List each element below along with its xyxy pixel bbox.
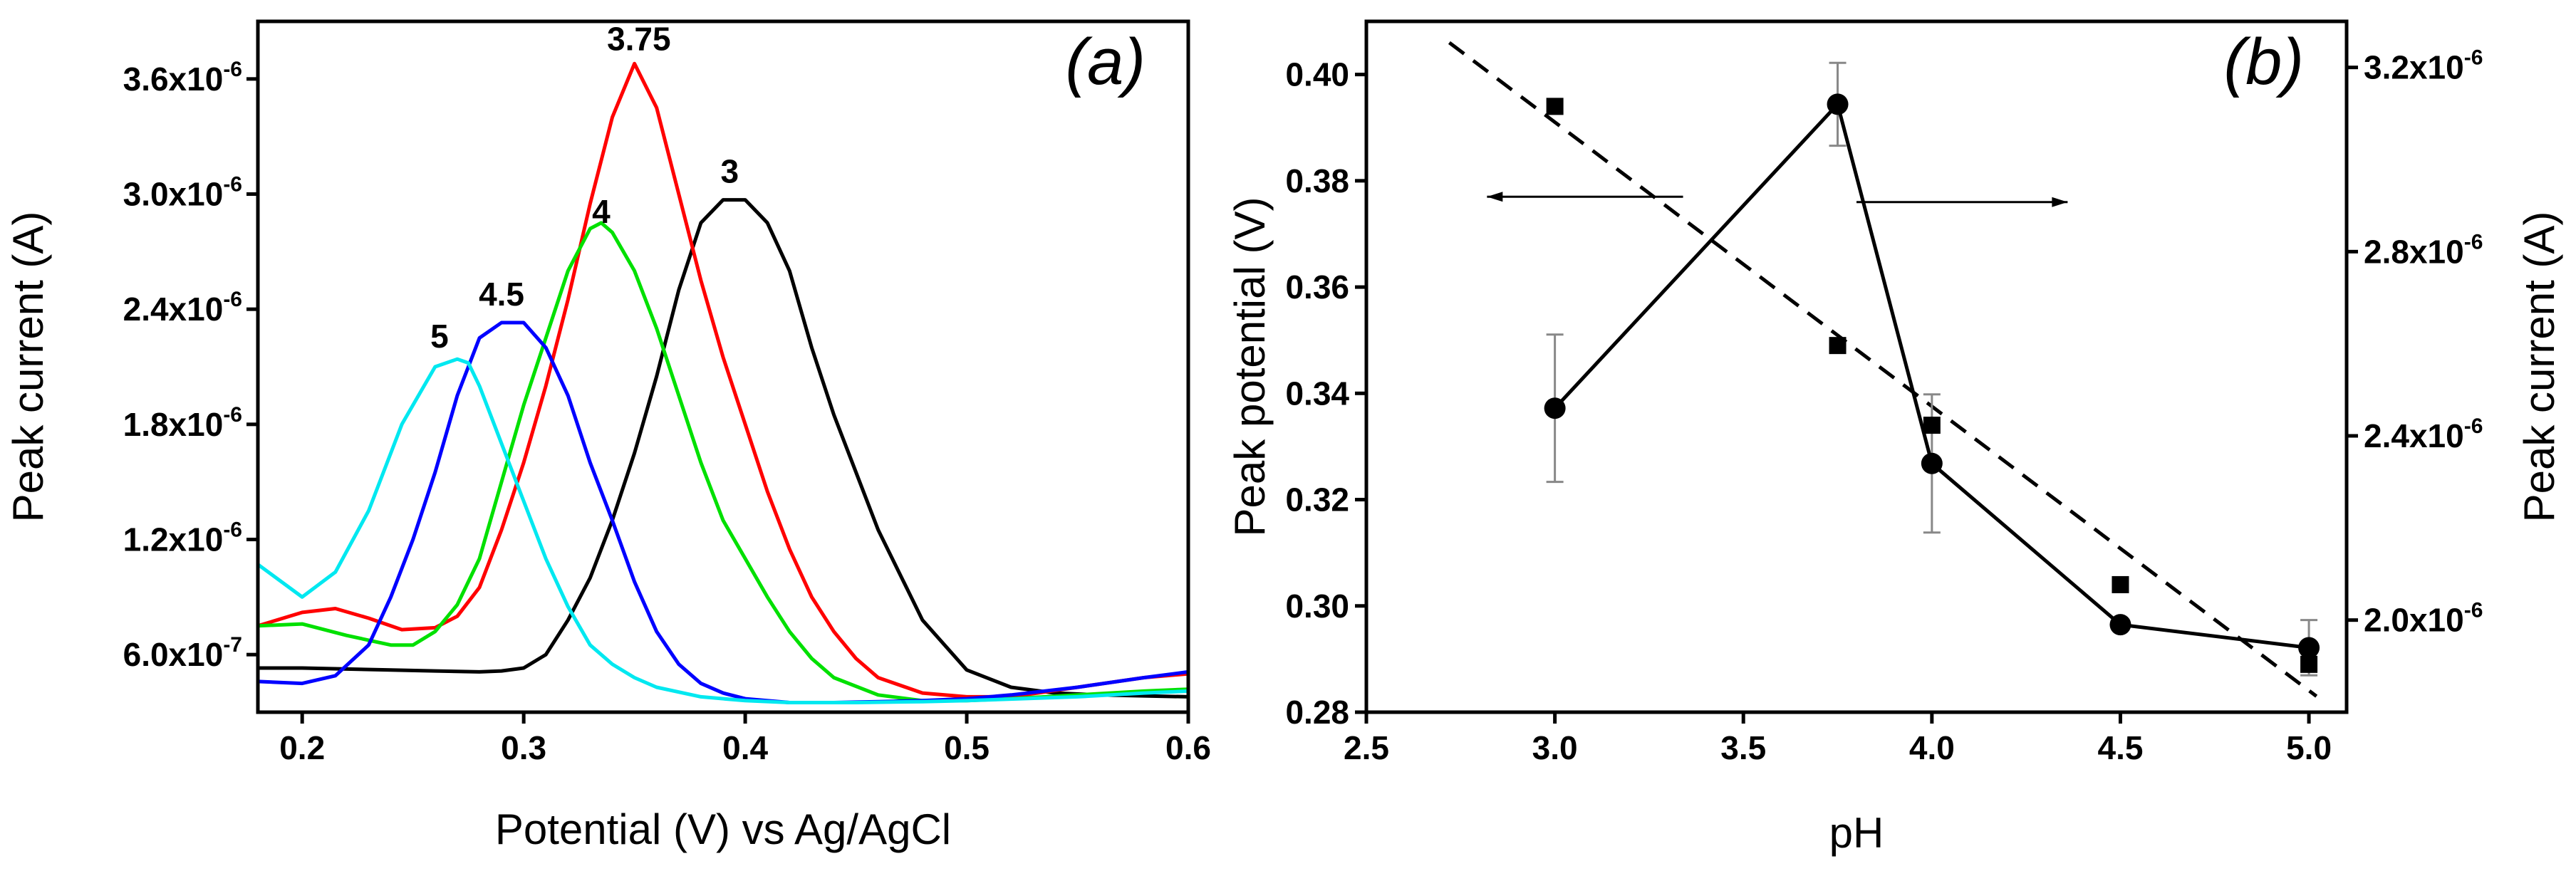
panel-b-label: (b): [2224, 26, 2304, 98]
panel-b-y-ticks: 0.28 0.30 0.32 0.34 0.36 0.38 0.40: [1285, 56, 1366, 731]
arrow-left-head: [1487, 192, 1503, 202]
arrow-right-head: [2052, 197, 2068, 207]
linear-fit-line: [1448, 41, 2318, 698]
panel-a-frame: [256, 19, 1190, 714]
panel-a-x-ticks: 0.2 0.3 0.4 0.5 0.6: [279, 712, 1211, 766]
curve-label-ph-5: 5: [430, 318, 449, 355]
panel-b-y-right-ticks: 2.0x10-6 2.4x10-6 2.8x10-6 3.2x10-6: [2347, 46, 2483, 639]
y-right-tick-label: 2.4x10-6: [2364, 414, 2483, 454]
y-tick-label: 6.0x10-7: [123, 633, 242, 673]
panel-b-frame: [1364, 19, 2349, 714]
panel-b: 2.5 3.0 3.5 4.0 4.5 5.0 0.280.300.320.340.360…: [1226, 19, 2563, 857]
current-point: [1544, 397, 1566, 419]
y-tick-label: 0.34: [1285, 375, 1349, 412]
y-tick-label: 3.6x10-6: [123, 58, 242, 98]
current-connecting-line: [1553, 100, 2310, 650]
panel-b-x-axis-title: pH: [1829, 809, 1884, 857]
potential-point: [2112, 575, 2129, 593]
panel-b-fit-line: [1448, 41, 2318, 698]
y-tick-label: 0.32: [1285, 481, 1349, 518]
potential-point: [1923, 417, 1941, 434]
y-right-tick-label: 2.0x10-6: [2364, 599, 2483, 639]
x-tick-label: 4.5: [2097, 729, 2143, 766]
x-tick-label: 0.4: [722, 729, 768, 766]
current-point: [2109, 614, 2131, 636]
panel-b-potential-series: [1546, 98, 2318, 673]
x-tick-label: 0.6: [1165, 729, 1211, 766]
curve-label-ph-3-75: 3.75: [607, 20, 671, 57]
curve-label-ph-4-5: 4.5: [479, 276, 524, 313]
panel-b-current-series: [1544, 61, 2320, 677]
y-tick-label: 2.4x10-6: [123, 288, 242, 328]
y-tick-label: 0.38: [1285, 162, 1349, 199]
y-tick-label: 1.2x10-6: [123, 518, 242, 558]
potential-point: [1829, 337, 1847, 355]
potential-point: [2300, 655, 2318, 673]
panel-b-x-ticks: 2.5 3.0 3.5 4.0 4.5 5.0: [1344, 712, 2332, 766]
y-tick-label: 0.30: [1285, 588, 1349, 625]
current-point: [1827, 93, 1849, 115]
y-tick-label: 0.36: [1285, 268, 1349, 306]
panel-a-y-axis-title: Peak current (A): [4, 212, 52, 523]
panel-a-y-ticks: 6.0x10-7 1.2x10-6 1.8x10-6 2.4x10-6 3.0x10-6…: [123, 58, 258, 673]
x-tick-label: 0.2: [279, 729, 325, 766]
y-tick-label: 0.28: [1285, 694, 1349, 731]
y-tick-label: 1.8x10-6: [123, 403, 242, 443]
panel-a-x-axis-title: Potential (V) vs Ag/AgCl: [495, 805, 951, 853]
curve-label-ph-3: 3: [721, 152, 739, 189]
y-tick-label: 3.0x10-6: [123, 173, 242, 213]
panel-a-curve-labels: 3 3.75 4 4.5 5: [430, 20, 739, 355]
y-tick-label: 0.40: [1285, 56, 1349, 93]
x-tick-label: 3.0: [1532, 729, 1578, 766]
curve-ph-5: [256, 357, 1189, 704]
x-tick-label: 5.0: [2286, 729, 2332, 766]
curve-label-ph-4: 4: [592, 193, 611, 230]
curve-ph-3: [258, 198, 1189, 699]
x-tick-label: 0.3: [501, 729, 546, 766]
y-right-tick-label: 2.8x10-6: [2364, 230, 2483, 270]
panel-a: 3 3.75 4 4.5 5 0.2 0.3 0.4 0.5 0.6 6.0x10-7 1.2x1…: [4, 19, 1211, 853]
panel-a-label: (a): [1066, 26, 1146, 98]
panel-b-y-axis-title: Peak potential (V): [1226, 197, 1274, 537]
current-point: [2298, 637, 2320, 659]
y-right-tick-label: 3.2x10-6: [2364, 46, 2483, 86]
current-point: [1921, 452, 1943, 474]
potential-point: [1546, 98, 1564, 115]
x-tick-label: 2.5: [1344, 729, 1389, 766]
x-tick-label: 0.5: [944, 729, 990, 766]
x-tick-label: 3.5: [1720, 729, 1766, 766]
panel-a-curves: [256, 61, 1189, 704]
panel-b-y-right-axis-title: Peak current (A): [2515, 212, 2563, 523]
x-tick-label: 4.0: [1909, 729, 1955, 766]
panel-b-arrows: [1487, 192, 2068, 207]
